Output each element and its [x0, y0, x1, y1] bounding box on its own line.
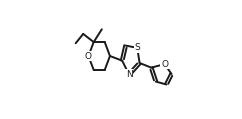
Text: N: N — [126, 70, 133, 79]
Text: O: O — [85, 52, 92, 61]
Text: S: S — [134, 43, 140, 52]
Text: O: O — [161, 60, 168, 69]
